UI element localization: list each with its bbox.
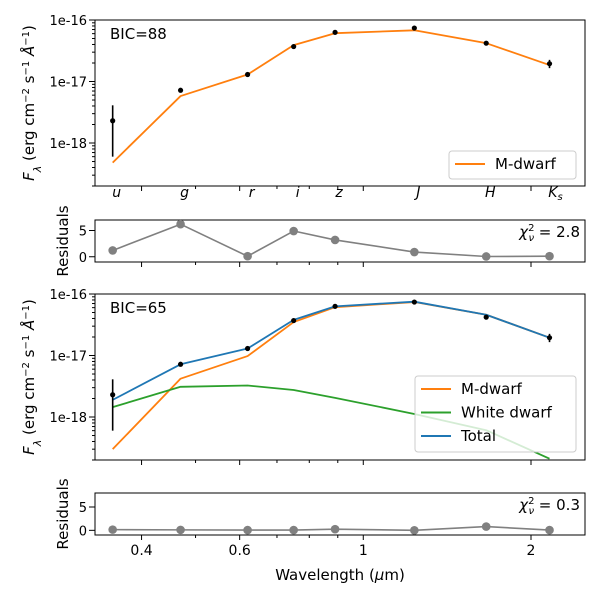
residuals-single-y-tick-label: 0 [79,251,87,266]
sed-single-band-label: r [249,185,256,201]
residuals-single-residual-point [108,246,117,255]
residuals-binary-frame [94,492,586,536]
sed-single-frame [94,19,586,187]
residuals-binary-y-tick-label: 5 [79,501,87,516]
residuals-single-y-axis-label: Residuals [54,205,72,276]
sed-binary-bic-annotation: BIC=65 [110,299,167,317]
residuals-binary-residual-point [330,524,340,534]
sed-binary-data-point [110,392,116,398]
residuals-binary-x-tick-label: 2 [527,543,536,559]
sed-binary-y-tick-label: 1e-16 [49,288,87,303]
residuals-single-x-ticks [141,262,532,267]
sed-single-data-point [546,61,553,67]
sed-single-model-line [112,29,550,164]
sed-binary-legend-box [414,375,577,453]
residuals-single-residual-point [330,235,340,245]
residuals-binary-residual-line [112,525,550,532]
sed-single-y-tick-label: 1e-18 [49,137,87,152]
sed-single-y-ticks: 1e-18 1e-17 1e-16 [49,14,95,187]
residuals-binary-x-ticks: 0.4 0.6 1 2 [130,535,535,559]
residuals-single-residual-point [545,251,554,261]
sed-binary-legend-label: Total [460,427,496,445]
residuals-single-residual-point [176,219,185,229]
sed-single-x-ticks [141,186,532,191]
residuals-binary-residual-point [176,525,185,535]
sed-binary-legend: M-dwarf White dwarf Total [414,375,577,453]
sed-binary-data-point [244,345,251,352]
sed-binary-model-line [112,300,550,401]
sed-single-band-label: u [112,185,121,201]
sed-single-band-labels: u g r i z J H Ks [112,185,562,203]
residuals-binary-x-tick-label: 0.6 [229,543,251,559]
sed-single-band-label: g [180,185,189,201]
residuals-single-residual-point [243,251,252,261]
sed-single-data-point [177,87,184,93]
sed-binary-frame [94,293,586,461]
sed-binary-y-axis-label: Fλ (erg cm−2 s−1 Å−1) [19,299,44,455]
sed-single-y-axis-label: Fλ (erg cm−2 s−1 Å−1) [19,25,44,181]
sed-single-bic-annotation: BIC=88 [110,25,167,43]
sed-binary-y-tick-label: 1e-17 [49,350,87,365]
residuals-binary-y-ticks: 05 [79,501,95,539]
sed-single-band-label: J [413,185,420,201]
sed-single-band-label: z [334,185,343,201]
residuals-binary-residual-point [545,525,554,535]
residuals-single-chi2-annotation: χ2 ν = 2.8 [518,223,580,244]
residuals-single-residual-point [410,247,419,257]
residuals-binary-x-tick-label: 1 [359,543,368,559]
sed-single-data-point [483,40,489,46]
sed-single-observed [110,25,553,157]
sed-binary-x-ticks [141,460,532,465]
sed-single-y-tick-label: 1e-17 [49,76,87,91]
residuals-single-y-ticks: 05 [79,225,95,266]
sed-binary-data-point [332,303,338,309]
sed-single-data-point [110,118,116,124]
sed-single-legend-box [448,150,577,180]
sed-single-data-point [244,71,251,78]
residuals-binary-residual-point [243,525,252,535]
residuals-single-residual-line [112,223,550,258]
residuals-binary-x-tick-label: 0.4 [130,543,152,559]
sed-binary-legend-label: M-dwarf [461,380,523,398]
sed-binary-y-tick-label: 1e-18 [49,411,87,426]
residuals-binary-residual-point [289,525,298,535]
sed-binary-y-ticks: 1e-18 1e-17 1e-16 [49,288,95,461]
residuals-binary-x-axis-label: Wavelength (μm) [275,566,405,584]
sed-binary-data-point [411,299,417,305]
sed-single-y-tick-label: 1e-16 [49,14,87,29]
sed-single-band-label: H [485,185,496,201]
sed-binary-data-point [483,314,489,320]
sed-binary-data-point [546,335,553,341]
residuals-binary-y-axis-label: Residuals [54,478,72,549]
residuals-binary-residual-point [481,522,491,531]
residuals-single-residual-point [481,252,491,261]
residuals-binary-residual-point [410,526,419,535]
sed-binary-data-point [291,317,297,324]
sed-single-data-point [332,29,338,35]
residuals-binary-chi2-annotation: χ2 ν = 0.3 [518,496,580,517]
sed-binary-legend-label: White dwarf [461,404,553,422]
residuals-single-residual-point [289,226,298,236]
sed-single-data-point [291,43,297,50]
sed-binary-data-point [177,361,184,367]
residuals-single-frame [94,219,586,263]
residuals-binary-residual-point [108,525,117,534]
sed-single-data-point [411,25,417,31]
sed-single-band-label: Ks [548,185,562,203]
sed-single-band-label: i [296,185,300,201]
residuals-binary-y-tick-label: 0 [79,524,87,539]
sed-binary-observed [110,299,553,431]
sed-single-legend-label: M-dwarf [495,155,557,173]
residuals-single-y-tick-label: 5 [79,225,87,240]
sed-single-legend: M-dwarf [448,150,577,180]
